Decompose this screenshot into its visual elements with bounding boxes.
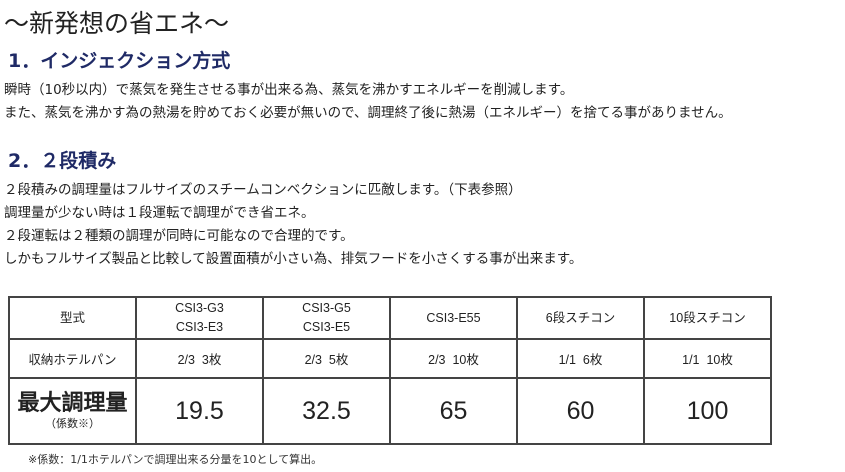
row-label: 最大調理量 （係数※） xyxy=(8,377,137,445)
row-label: 収納ホテルパン xyxy=(8,338,137,379)
section2-heading: 2．２段積み xyxy=(8,150,117,172)
section2-line: しかもフルサイズ製品と比較して設置面積が小さい為、排気フードを小さくする事が出来… xyxy=(4,251,583,267)
model-cell: CSI3-G3 CSI3-E3 xyxy=(135,296,264,340)
model-cell: 6段スチコン xyxy=(516,296,645,340)
pan-cell: 1/1 6枚 xyxy=(516,338,645,379)
model-name: CSI3-G5 xyxy=(302,301,351,315)
pan-cell: 2/3 5枚 xyxy=(262,338,391,379)
capacity-table: 型式 CSI3-G3 CSI3-E3 CSI3-G5 CSI3-E5 CSI3-E5… xyxy=(8,296,772,445)
capacity-sublabel: （係数※） xyxy=(45,418,100,430)
model-cell: 10段スチコン xyxy=(643,296,772,340)
section1-line: 瞬時（10秒以内）で蒸気を発生させる事が出来る為、蒸気を沸かすエネルギーを削減し… xyxy=(4,82,574,98)
capacity-cell: 60 xyxy=(516,377,645,445)
page-title: 〜新発想の省エネ〜 xyxy=(4,9,230,38)
section1-line: また、蒸気を沸かす為の熱湯を貯めておく必要が無いので、調理終了後に熱湯（エネルギ… xyxy=(4,105,732,121)
section2-line: ２段運転は２種類の調理が同時に可能なので合理的です。 xyxy=(4,228,354,244)
capacity-cell: 32.5 xyxy=(262,377,391,445)
pan-cell: 2/3 3枚 xyxy=(135,338,264,379)
model-cell: CSI3-E55 xyxy=(389,296,518,340)
section2-line: ２段積みの調理量はフルサイズのスチームコンベクションに匹敵します。（下表参照） xyxy=(4,182,522,198)
model-cell: CSI3-G5 CSI3-E5 xyxy=(262,296,391,340)
model-name: CSI3-E3 xyxy=(175,320,224,334)
pan-cell: 1/1 10枚 xyxy=(643,338,772,379)
capacity-cell: 100 xyxy=(643,377,772,445)
section1-heading: 1．インジェクション方式 xyxy=(8,50,231,72)
capacity-label: 最大調理量 xyxy=(17,390,128,415)
capacity-cell: 65 xyxy=(389,377,518,445)
table-row-pans: 収納ホテルパン 2/3 3枚 2/3 5枚 2/3 10枚 1/1 6枚 1/1… xyxy=(8,338,772,379)
table-row-model: 型式 CSI3-G3 CSI3-E3 CSI3-G5 CSI3-E5 CSI3-E5… xyxy=(8,296,772,340)
table-row-capacity: 最大調理量 （係数※） 19.5 32.5 65 60 100 xyxy=(8,377,772,445)
model-name: CSI3-E5 xyxy=(302,320,351,334)
pan-cell: 2/3 10枚 xyxy=(389,338,518,379)
model-name: CSI3-G3 xyxy=(175,301,224,315)
footnote: ※係数：1/1ホテルパンで調理出来る分量を10として算出。 xyxy=(28,453,323,466)
section2-line: 調理量が少ない時は１段運転で調理ができ省エネ。 xyxy=(4,205,315,221)
capacity-cell: 19.5 xyxy=(135,377,264,445)
row-label: 型式 xyxy=(8,296,137,340)
